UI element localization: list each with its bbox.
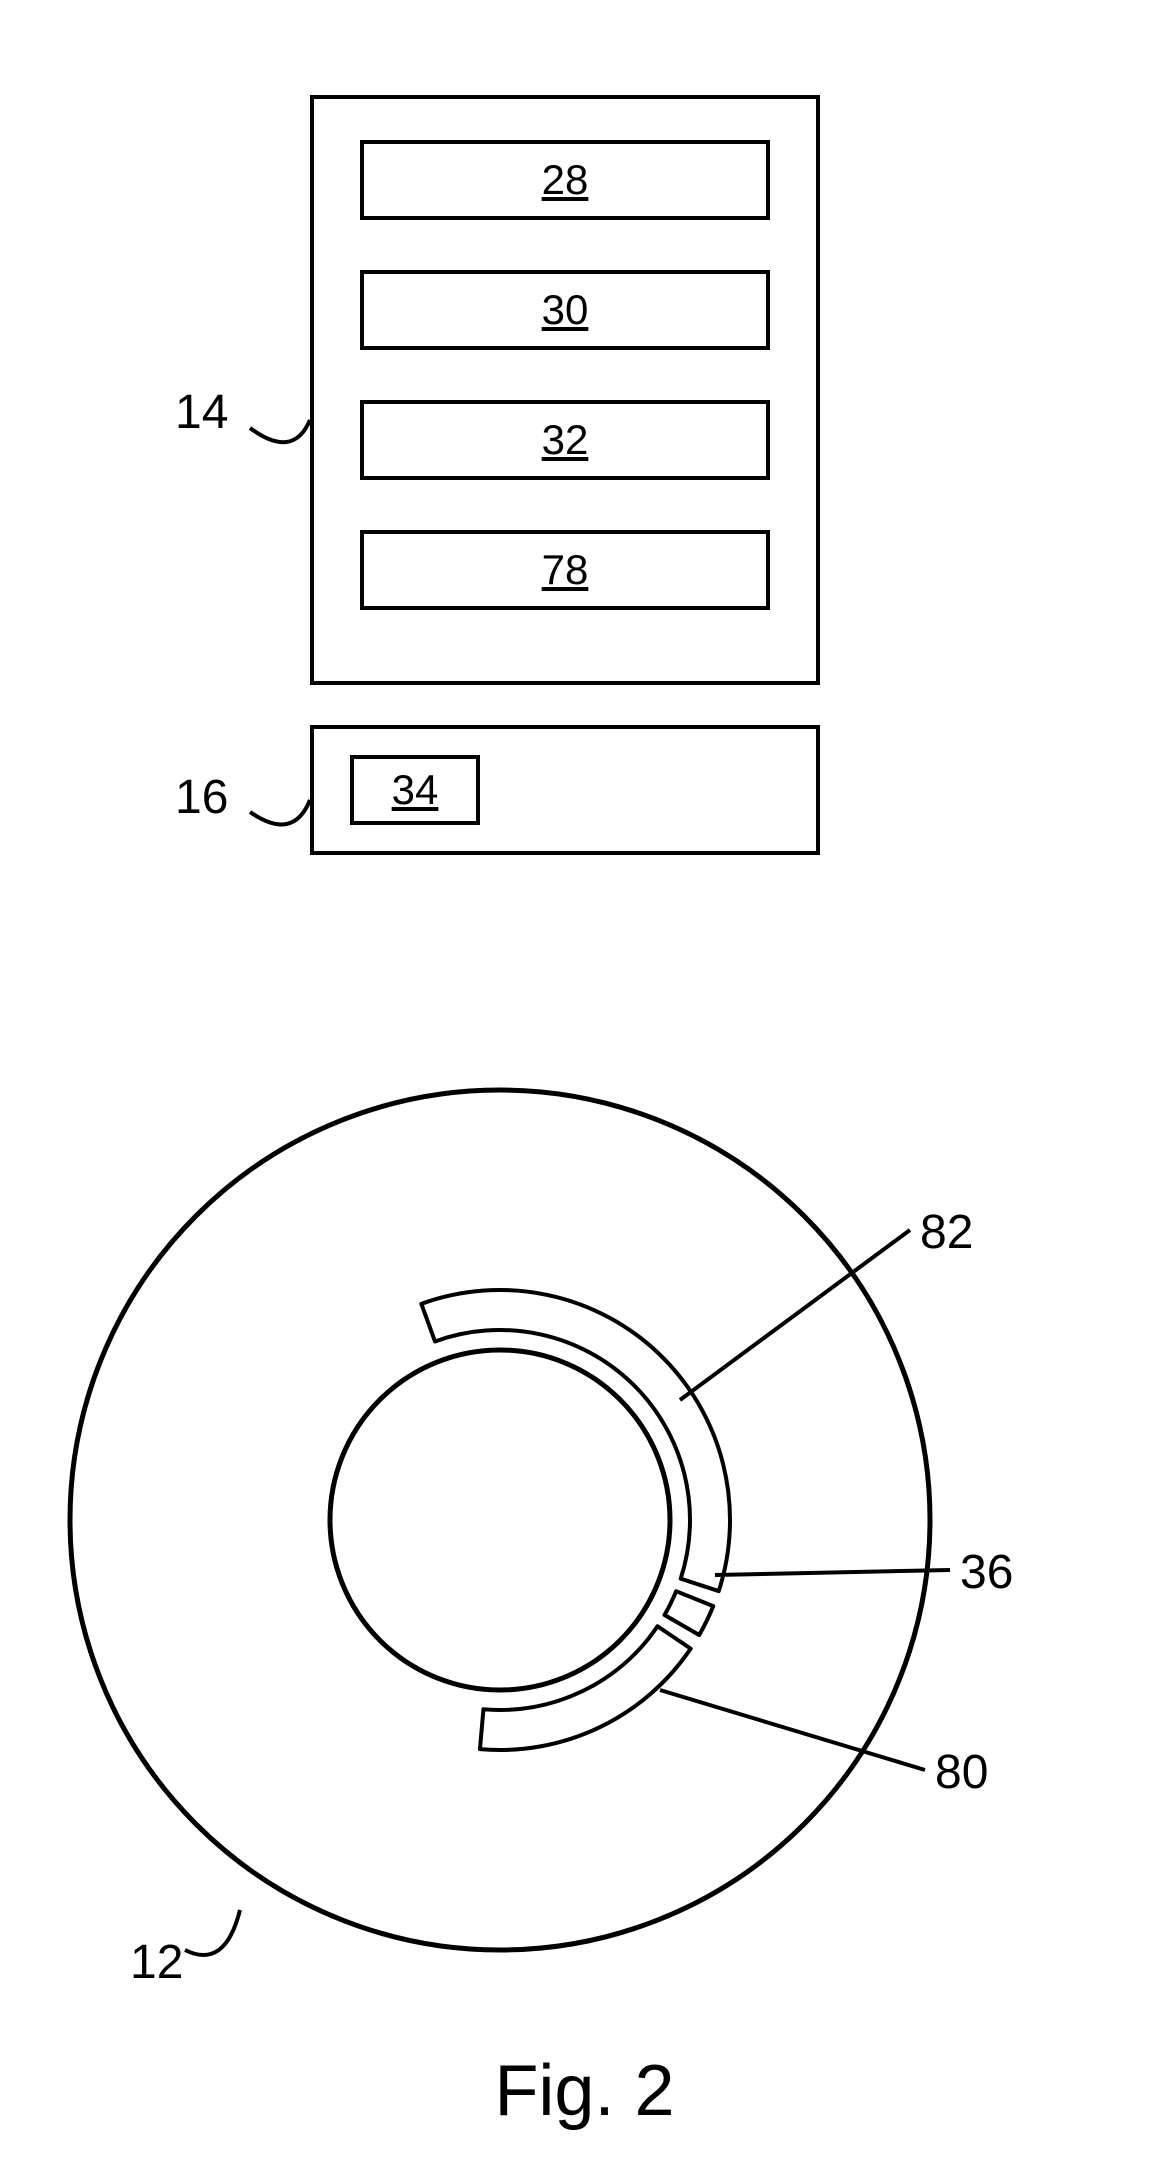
ref-80: 80 bbox=[935, 1745, 988, 1800]
disc-inner-circle bbox=[330, 1350, 670, 1690]
ref-82: 82 bbox=[920, 1205, 973, 1260]
disc-svg bbox=[0, 0, 1169, 2161]
ref-12: 12 bbox=[130, 1935, 183, 1990]
figure-label: Fig. 2 bbox=[0, 2050, 1169, 2132]
disc-outer-circle bbox=[70, 1090, 930, 1950]
arc-82 bbox=[421, 1290, 730, 1591]
ref-36: 36 bbox=[960, 1545, 1013, 1600]
arc-36 bbox=[665, 1591, 714, 1635]
page-root: 2830327834141682368012Fig. 2 bbox=[0, 0, 1169, 2161]
